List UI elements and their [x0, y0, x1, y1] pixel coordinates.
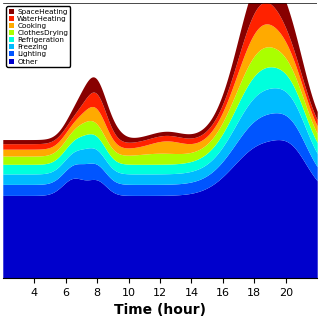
Legend: SpaceHeating, WaterHeating, Cooking, ClothesDrying, Refrigeration, Freezing, Lig: SpaceHeating, WaterHeating, Cooking, Clo… [6, 6, 70, 67]
X-axis label: Time (hour): Time (hour) [114, 303, 206, 317]
